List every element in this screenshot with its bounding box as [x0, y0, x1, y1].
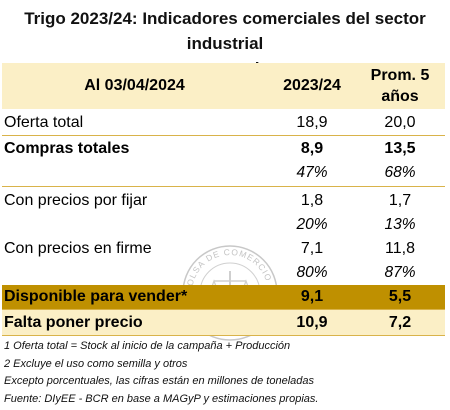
row-divider — [2, 309, 445, 310]
footnote: 2 Excluye el uso como semilla y otros — [4, 357, 188, 370]
row-value-current: 80% — [296, 264, 328, 281]
row-label: Compras totales — [4, 140, 130, 157]
row-value-average: 7,2 — [388, 313, 412, 331]
table-row-firme-pct: 80% 87% — [2, 261, 445, 285]
table-row-fijar-pct: 20% 13% — [2, 213, 445, 237]
header-col-average: Prom. 5 años — [355, 63, 445, 109]
indicators-table: BOLSA DE COMERCIO DE ROSARIO Al 03/04/20… — [2, 63, 445, 341]
row-value-average: 13% — [384, 216, 416, 233]
row-label: Falta poner precio — [4, 313, 143, 331]
row-value-current: 47% — [296, 164, 328, 181]
footnotes: 1 Oferta total = Stock al inicio de la c… — [4, 338, 444, 408]
row-value-average: 11,8 — [385, 240, 415, 257]
header-col-average-line1: Prom. 5 — [370, 67, 430, 84]
row-value-current: 7,1 — [300, 240, 324, 257]
footnote: Excepto porcentuales, las cifras están e… — [4, 375, 315, 387]
row-divider — [2, 135, 445, 136]
header-date: Al 03/04/2024 — [84, 77, 185, 94]
footnote: Fuente: DIyEE - BCR en base a MAGyP y es… — [4, 392, 319, 405]
row-label: Con precios en firme — [4, 240, 152, 257]
row-divider — [2, 186, 445, 187]
table-row-oferta: Oferta total 18,9 20,0 — [2, 111, 445, 135]
row-value-current: 10,9 — [296, 313, 328, 331]
row-divider — [2, 335, 445, 336]
title-line-1: Trigo 2023/24: Indicadores comerciales d… — [24, 9, 426, 53]
row-value-current: 20% — [296, 216, 328, 233]
row-value-average: 20,0 — [384, 114, 416, 131]
table-row-disponible: Disponible para vender* 9,1 5,5 — [2, 285, 445, 309]
table-row-compras-pct: 47% 68% — [2, 161, 445, 185]
header-col-current: 2023/24 — [283, 77, 341, 94]
row-label: Disponible para vender* — [4, 288, 188, 305]
row-value-current: 9,1 — [300, 288, 324, 305]
table-row-firme: Con precios en firme 7,1 11,8 — [2, 237, 445, 261]
row-value-current: 8,9 — [300, 140, 324, 157]
row-value-average: 13,5 — [384, 140, 416, 157]
row-label: Oferta total — [4, 114, 84, 131]
row-value-average: 87% — [384, 264, 416, 281]
table-row-compras: Compras totales 8,9 13,5 — [2, 137, 445, 161]
row-label: Con precios por fijar — [4, 192, 148, 209]
header-col-average-line2: años — [381, 88, 419, 105]
table-header-row: Al 03/04/2024 2023/24 Prom. 5 años — [2, 63, 445, 109]
row-value-current: 18,9 — [296, 114, 328, 131]
row-value-average: 5,5 — [388, 288, 412, 305]
row-value-average: 1,7 — [388, 192, 412, 209]
table-row-falta: Falta poner precio 10,9 7,2 — [2, 310, 445, 335]
footnote: 1 Oferta total = Stock al inicio de la c… — [4, 340, 291, 352]
row-value-current: 1,8 — [300, 192, 324, 209]
table-row-fijar: Con precios por fijar 1,8 1,7 — [2, 189, 445, 213]
row-value-average: 68% — [384, 164, 416, 181]
